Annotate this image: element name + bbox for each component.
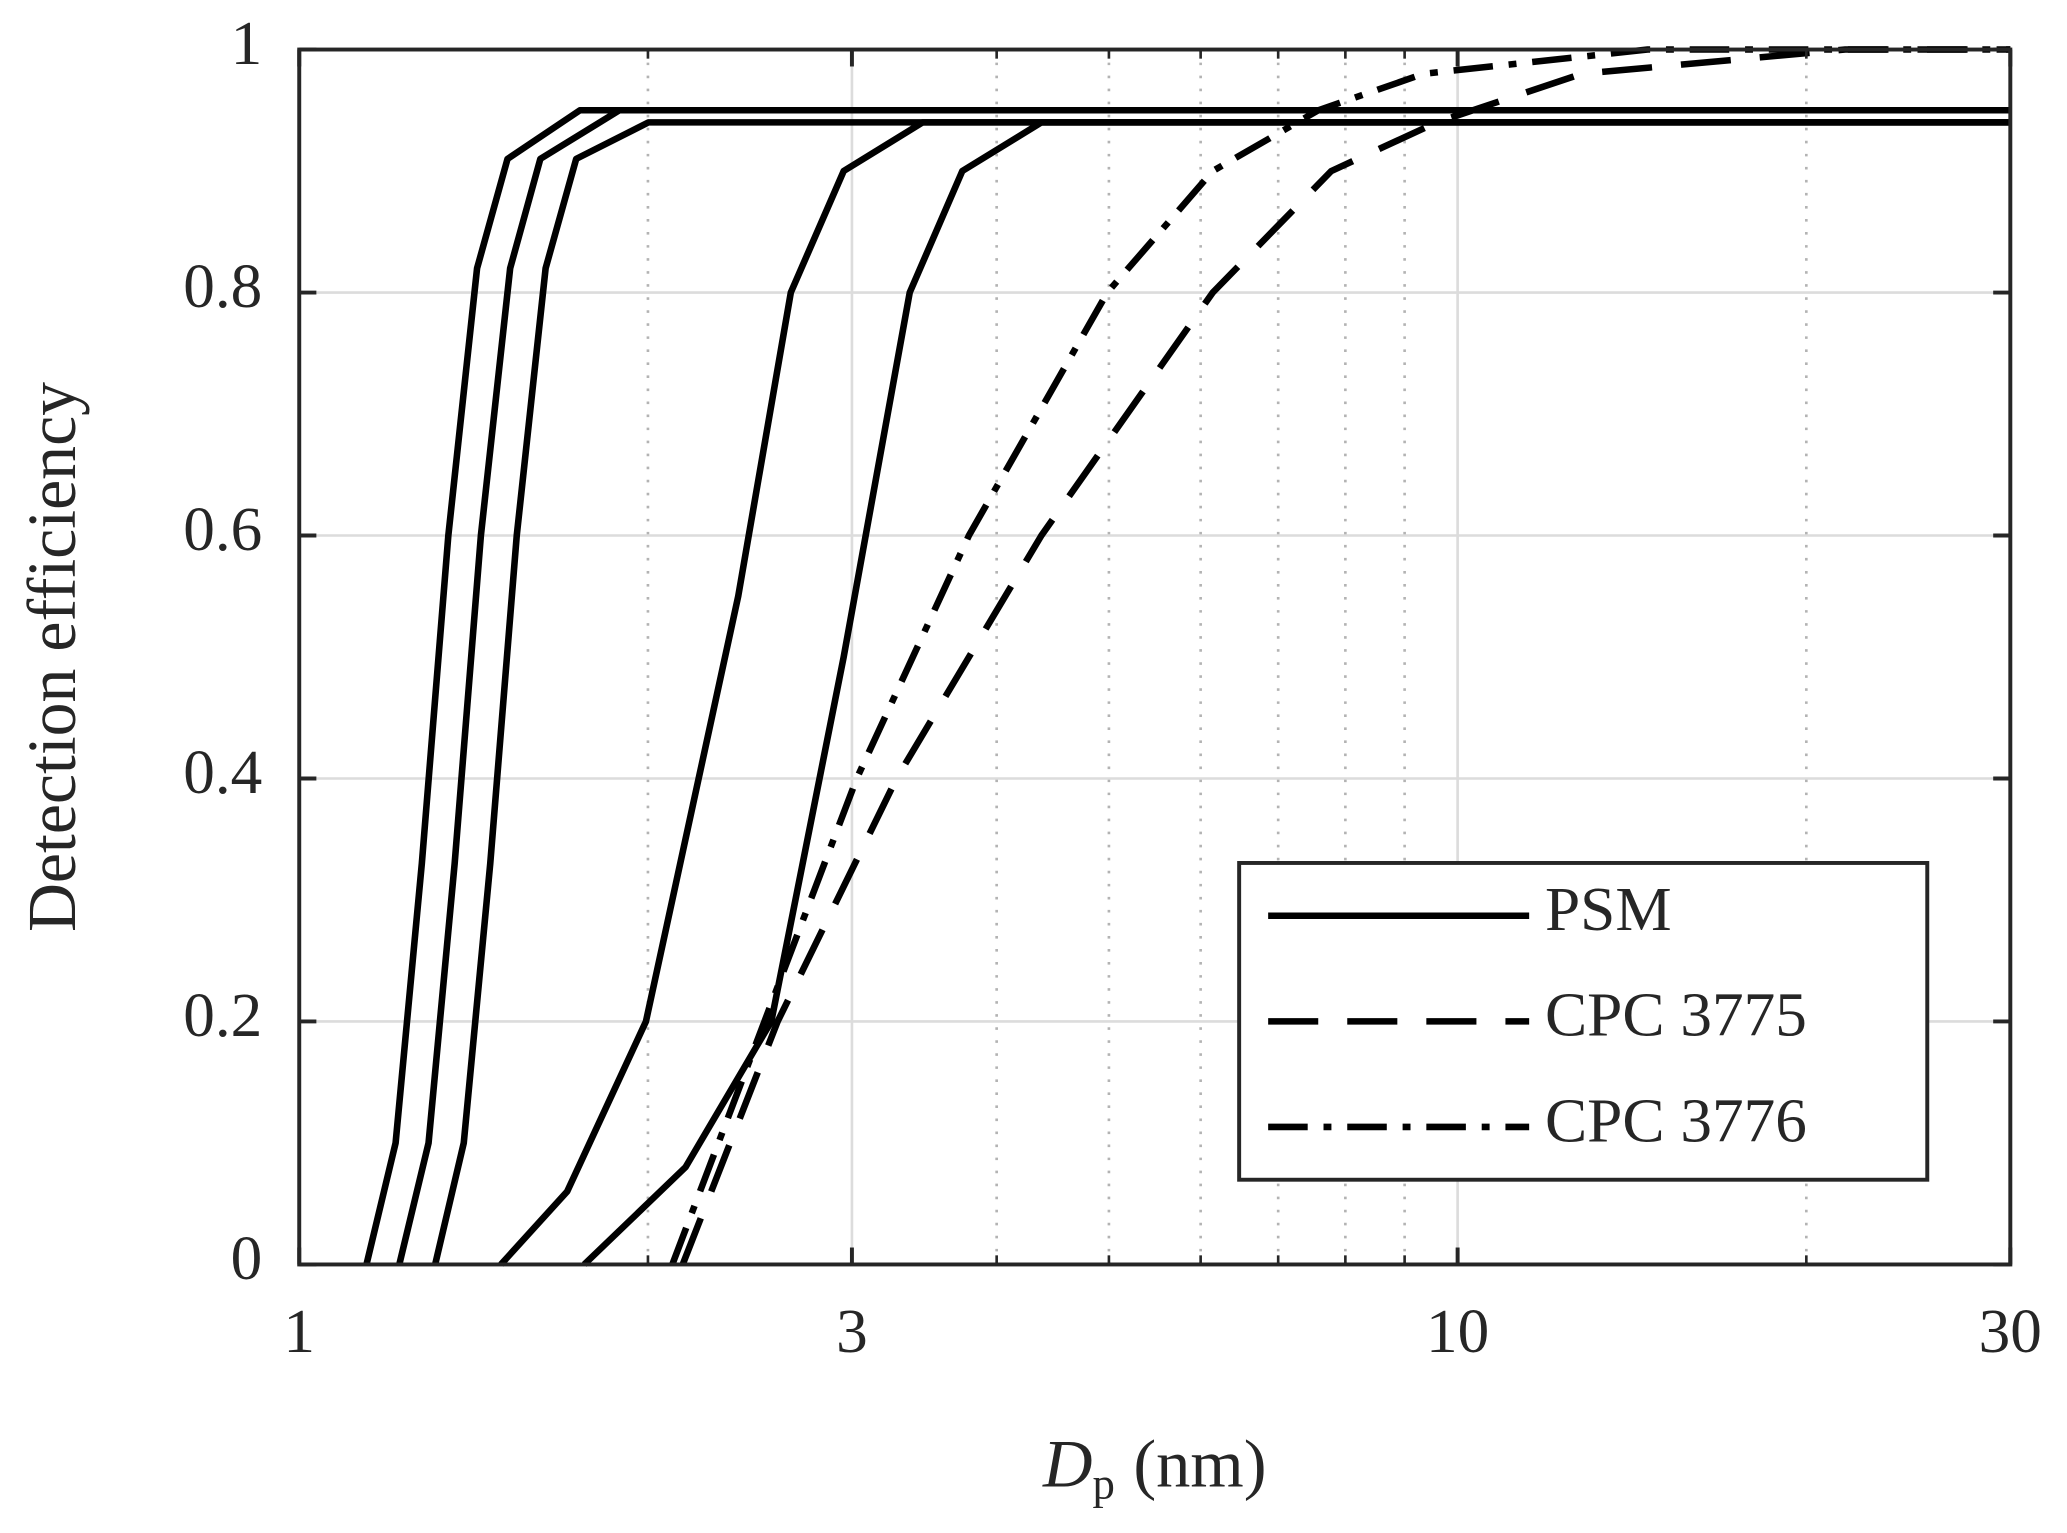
series-line: [363, 107, 2011, 1266]
y-tick-label: 0.8: [183, 251, 262, 321]
x-tick-label: 10: [1426, 1296, 1489, 1366]
series-line: [669, 46, 2011, 1266]
series-line: [498, 119, 2011, 1267]
legend-label: CPC 3776: [1545, 1086, 1807, 1156]
y-tick-label: 0.4: [183, 737, 262, 807]
series-line: [679, 46, 2011, 1266]
y-tick-label: 0.2: [183, 980, 262, 1050]
series-line: [581, 119, 2011, 1267]
x-tick-label: 30: [1979, 1296, 2042, 1366]
y-tick-label: 0: [231, 1223, 263, 1293]
plot-frame: [297, 47, 2013, 1267]
y-tick-label: 0.6: [183, 494, 262, 564]
x-label-subscript: p: [1092, 1459, 1114, 1509]
x-label-symbol: D: [1042, 1425, 1093, 1501]
x-axis-label: Dp (nm): [1042, 1425, 1267, 1508]
x-tick-label: 3: [836, 1296, 868, 1366]
legend-label: PSM: [1545, 874, 1672, 944]
legend: PSM CPC 3775 CPC 3776: [1237, 861, 1930, 1182]
x-tick-label: 1: [283, 1296, 315, 1366]
x-label-unit: (nm): [1133, 1425, 1266, 1501]
series-line: [396, 107, 2011, 1266]
legend-label: CPC 3775: [1545, 980, 1807, 1050]
series-line: [431, 119, 2011, 1266]
y-axis-label: Detection efficiency: [14, 382, 90, 932]
y-tick-label: 1: [231, 8, 263, 78]
